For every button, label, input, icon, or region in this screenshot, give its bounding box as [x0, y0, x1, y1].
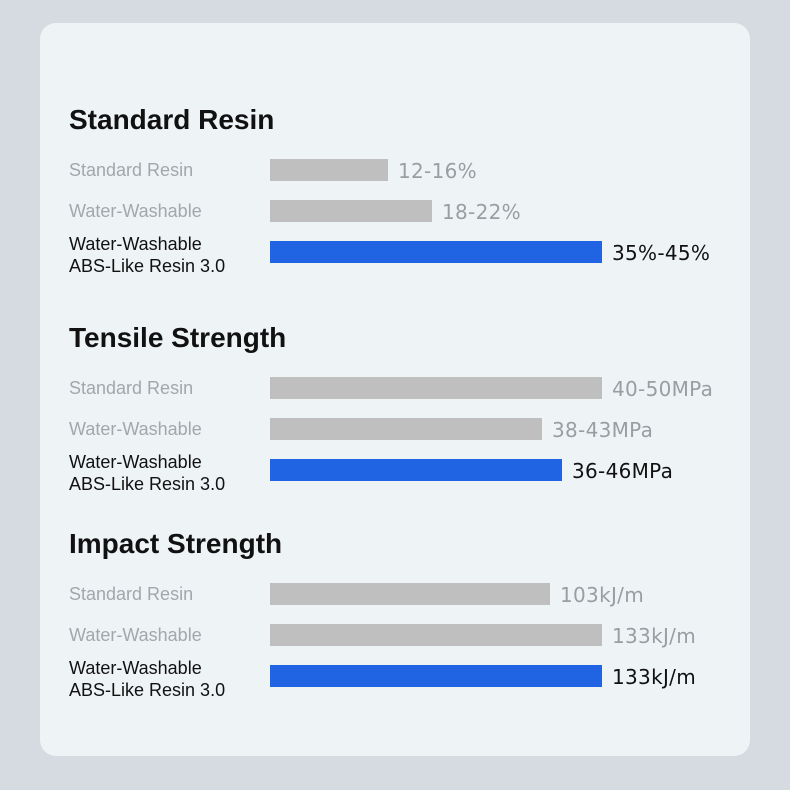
- bar: [270, 377, 602, 399]
- category-label: Water-Washable: [69, 418, 269, 440]
- bar-row: Water-Washable 18-22%: [40, 200, 750, 240]
- value-label: 35%-45%: [612, 241, 711, 265]
- value-label: 12-16%: [398, 159, 477, 183]
- bar: [270, 583, 550, 605]
- value-label: 40-50MPa: [612, 377, 714, 401]
- category-label-line: Water-Washable: [69, 658, 202, 678]
- value-label: 103kJ/m: [560, 583, 644, 607]
- chart-title: Standard Resin: [69, 104, 275, 135]
- bar-row: Water-Washable ABS-Like Resin 3.0 133kJ/m: [40, 658, 750, 705]
- value-label: 133kJ/m: [612, 665, 696, 689]
- bar-row: Standard Resin 12-16%: [40, 159, 750, 199]
- bar: [270, 418, 542, 440]
- category-label-line: Water-Washable: [69, 234, 202, 254]
- category-label: Standard Resin: [69, 159, 269, 181]
- category-label: Water-Washable: [69, 624, 269, 646]
- category-label-line: Water-Washable: [69, 625, 202, 645]
- bar-row: Standard Resin 103kJ/m: [40, 583, 750, 623]
- category-label-line: Standard Resin: [69, 584, 194, 604]
- category-label-line: Water-Washable: [69, 419, 202, 439]
- category-label-line: Water-Washable: [69, 452, 202, 472]
- category-label-line: ABS-Like Resin 3.0: [69, 680, 226, 700]
- bar: [270, 159, 388, 181]
- bar-row: Water-Washable ABS-Like Resin 3.0 35%-45%: [40, 234, 750, 281]
- value-label: 36-46MPa: [572, 459, 674, 483]
- value-label: 18-22%: [442, 200, 521, 224]
- category-label-line: ABS-Like Resin 3.0: [69, 474, 226, 494]
- bar-row: Water-Washable 133kJ/m: [40, 624, 750, 664]
- category-label: Standard Resin: [69, 377, 269, 399]
- category-label: Water-Washable ABS-Like Resin 3.0: [69, 451, 269, 495]
- category-label-line: ABS-Like Resin 3.0: [69, 256, 226, 276]
- bar: [270, 459, 562, 481]
- category-label-line: Standard Resin: [69, 160, 194, 180]
- value-label: 38-43MPa: [552, 418, 654, 442]
- category-label: Water-Washable: [69, 200, 269, 222]
- category-label-line: Water-Washable: [69, 201, 202, 221]
- bar: [270, 665, 602, 687]
- bar: [270, 200, 432, 222]
- bar: [270, 241, 602, 263]
- category-label-line: Standard Resin: [69, 378, 194, 398]
- category-label: Water-Washable ABS-Like Resin 3.0: [69, 657, 269, 701]
- bar-row: Water-Washable ABS-Like Resin 3.0 36-46MPa: [40, 452, 750, 499]
- bar-row: Standard Resin 40-50MPa: [40, 377, 750, 417]
- chart-title: Tensile Strength: [69, 322, 287, 353]
- chart-title: Impact Strength: [69, 528, 283, 559]
- bar: [270, 624, 602, 646]
- comparison-card: Standard Resin Standard Resin 12-16% Water-…: [40, 23, 750, 756]
- bar-row: Water-Washable 38-43MPa: [40, 418, 750, 458]
- category-label: Water-Washable ABS-Like Resin 3.0: [69, 233, 269, 277]
- category-label: Standard Resin: [69, 583, 269, 605]
- value-label: 133kJ/m: [612, 624, 696, 648]
